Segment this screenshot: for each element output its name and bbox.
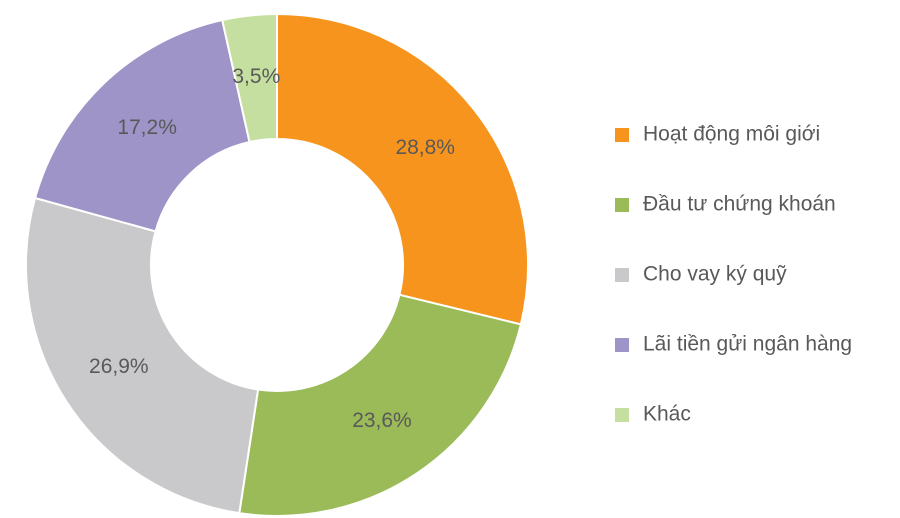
legend-swatch <box>615 198 629 212</box>
slice <box>25 196 260 515</box>
legend-label: Cho vay ký quỹ <box>643 263 787 286</box>
data-label: 26,9% <box>89 355 149 378</box>
legend-swatch <box>615 338 629 352</box>
slice <box>276 12 529 326</box>
data-label: 3,5% <box>232 65 280 88</box>
legend-label: Lãi tiền gửi ngân hàng <box>643 333 852 356</box>
data-label: 17,2% <box>117 116 177 139</box>
data-label: 23,6% <box>352 409 412 432</box>
data-label: 28,8% <box>395 136 455 159</box>
legend-swatch <box>615 408 629 422</box>
slice <box>238 293 523 517</box>
slice <box>33 18 251 233</box>
legend-label: Hoạt động môi giới <box>643 123 820 146</box>
legend-label: Khác <box>643 403 691 426</box>
legend-swatch <box>615 128 629 142</box>
slice <box>221 12 278 144</box>
legend-label: Đầu tư chứng khoán <box>643 193 836 216</box>
legend-swatch <box>615 268 629 282</box>
